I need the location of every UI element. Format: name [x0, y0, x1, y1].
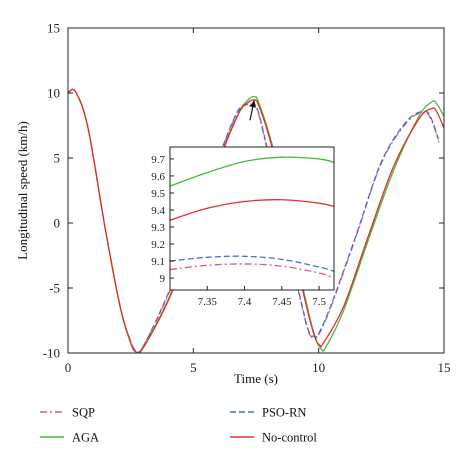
- legend-label-pso-rn: PSO-RN: [262, 406, 306, 420]
- zoom-arrow: [250, 100, 256, 120]
- inset-x-tick-label: 7.4: [238, 296, 252, 308]
- inset-y-tick-label: 9.6: [151, 171, 165, 183]
- inset-y-tick-label: 9.3: [151, 222, 165, 234]
- x-axis-label: Time (s): [234, 371, 278, 386]
- inset-x-tick-label: 7.35: [198, 296, 218, 308]
- y-tick-label: -10: [43, 346, 60, 361]
- y-axis-label: Longitudinal speed (km/h): [15, 121, 30, 260]
- inset-background: [170, 147, 334, 290]
- inset-y-tick-label: 9.2: [151, 239, 165, 251]
- legend-label-no-control: No-control: [262, 431, 317, 445]
- inset-y-tick-label: 9: [160, 273, 166, 285]
- inset-y-tick-label: 9.1: [151, 256, 165, 268]
- legend-label-sqp: SQP: [72, 406, 95, 420]
- x-tick-label: 10: [312, 360, 325, 375]
- y-tick-label: 5: [54, 151, 61, 166]
- y-tick-label: -5: [49, 281, 60, 296]
- legend: SQP PSO-RN AGA No-control: [40, 406, 317, 445]
- legend-label-aga: AGA: [72, 431, 99, 445]
- inset-y-tick-label: 9.4: [151, 205, 165, 217]
- inset-y-tick-label: 9.7: [151, 154, 165, 166]
- inset-x-tick-label: 7.5: [312, 296, 326, 308]
- inset-x-tick-label: 7.45: [272, 296, 292, 308]
- y-tick-label: 0: [54, 216, 61, 231]
- x-tick-label: 0: [65, 360, 72, 375]
- x-tick-label: 15: [438, 360, 451, 375]
- inset-y-tick-label: 9.5: [151, 188, 165, 200]
- y-tick-label: 15: [47, 21, 60, 36]
- y-tick-label: 10: [47, 86, 60, 101]
- x-tick-label: 5: [190, 360, 197, 375]
